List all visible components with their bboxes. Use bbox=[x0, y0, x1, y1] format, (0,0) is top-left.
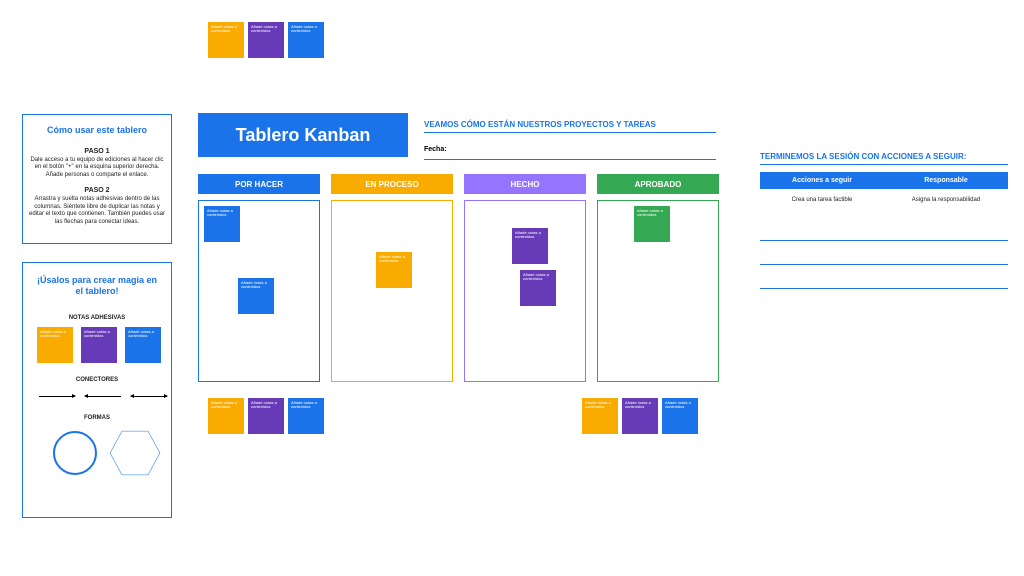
toolbox-sticky[interactable]: Añade notas a contenidos bbox=[37, 327, 73, 363]
section-label-notes: NOTAS ADHESIVAS bbox=[23, 315, 171, 321]
actions-row: Crea una tarea factibleAsigna la respons… bbox=[760, 192, 1008, 208]
toolbox-sticky[interactable]: Añade notas a contenidos bbox=[125, 327, 161, 363]
kanban-column-body[interactable] bbox=[331, 200, 453, 382]
kanban-column-header: POR HACER bbox=[198, 174, 320, 194]
section-label-connectors: CONECTORES bbox=[23, 377, 171, 383]
actions-header-cell: Responsable bbox=[884, 172, 1008, 189]
palette-sticky[interactable]: Añade notas a contenidos bbox=[248, 22, 284, 58]
palette-sticky[interactable]: Añade notas a contenidos bbox=[622, 398, 658, 434]
howto-step-label: PASO 2 bbox=[23, 187, 171, 194]
actions-title: TERMINEMOS LA SESIÓN CON ACCIONES A SEGU… bbox=[760, 152, 1008, 161]
palette-sticky[interactable]: Añade notas a contenidos bbox=[288, 398, 324, 434]
kanban-column-header: APROBADO bbox=[597, 174, 719, 194]
kanban-card[interactable]: Añade notas a contenidos bbox=[238, 278, 274, 314]
kanban-card[interactable]: Añade notas a contenidos bbox=[376, 252, 412, 288]
actions-cell: Crea una tarea factible bbox=[760, 192, 884, 208]
section-label-shapes: FORMAS bbox=[23, 415, 171, 421]
kanban-card[interactable]: Añade notas a contenidos bbox=[512, 228, 548, 264]
kanban-card[interactable]: Añade notas a contenidos bbox=[520, 270, 556, 306]
shape-circle[interactable] bbox=[53, 431, 97, 475]
howto-step-body: Dale acceso a tu equipo de ediciones al … bbox=[23, 157, 171, 180]
howto-step-body: Arrastra y suelta notas adhesivas dentro… bbox=[23, 196, 171, 226]
toolbox-panel: ¡Úsalos para crear magia en el tablero! N… bbox=[22, 262, 172, 518]
kanban-column-header: EN PROCESO bbox=[331, 174, 453, 194]
kanban-title: Tablero Kanban bbox=[198, 113, 408, 157]
kanban-card[interactable]: Añade notas a contenidos bbox=[634, 206, 670, 242]
actions-rule bbox=[760, 264, 1008, 265]
howto-step-label: PASO 1 bbox=[23, 148, 171, 155]
toolbox-sticky[interactable]: Añade notas a contenidos bbox=[81, 327, 117, 363]
palette-sticky[interactable]: Añade notas a contenidos bbox=[662, 398, 698, 434]
kanban-column-header: HECHO bbox=[464, 174, 586, 194]
connector-arrow[interactable] bbox=[39, 396, 75, 397]
kanban-card[interactable]: Añade notas a contenidos bbox=[204, 206, 240, 242]
palette-sticky[interactable]: Añade notas a contenidos bbox=[208, 22, 244, 58]
actions-rule bbox=[760, 240, 1008, 241]
palette-sticky[interactable]: Añade notas a contenidos bbox=[582, 398, 618, 434]
connector-arrow[interactable] bbox=[85, 396, 121, 397]
palette-sticky[interactable]: Añade notas a contenidos bbox=[288, 22, 324, 58]
actions-header: Acciones a seguirResponsable bbox=[760, 172, 1008, 189]
toolbox-title: ¡Úsalos para crear magia en el tablero! bbox=[23, 263, 171, 301]
connector-arrow[interactable] bbox=[131, 396, 167, 397]
kanban-date-label: Fecha: bbox=[424, 146, 447, 153]
shape-hexagon[interactable] bbox=[109, 429, 161, 477]
palette-sticky[interactable]: Añade notas a contenidos bbox=[208, 398, 244, 434]
actions-header-cell: Acciones a seguir bbox=[760, 172, 884, 189]
howto-title: Cómo usar este tablero bbox=[23, 115, 171, 142]
kanban-subtitle: VEAMOS CÓMO ESTÁN NUESTROS PROYECTOS Y T… bbox=[424, 120, 716, 129]
actions-rule bbox=[760, 288, 1008, 289]
actions-cell: Asigna la responsabilidad bbox=[884, 192, 1008, 208]
howto-panel: Cómo usar este tablero PASO 1 Dale acceso … bbox=[22, 114, 172, 244]
palette-sticky[interactable]: Añade notas a contenidos bbox=[248, 398, 284, 434]
